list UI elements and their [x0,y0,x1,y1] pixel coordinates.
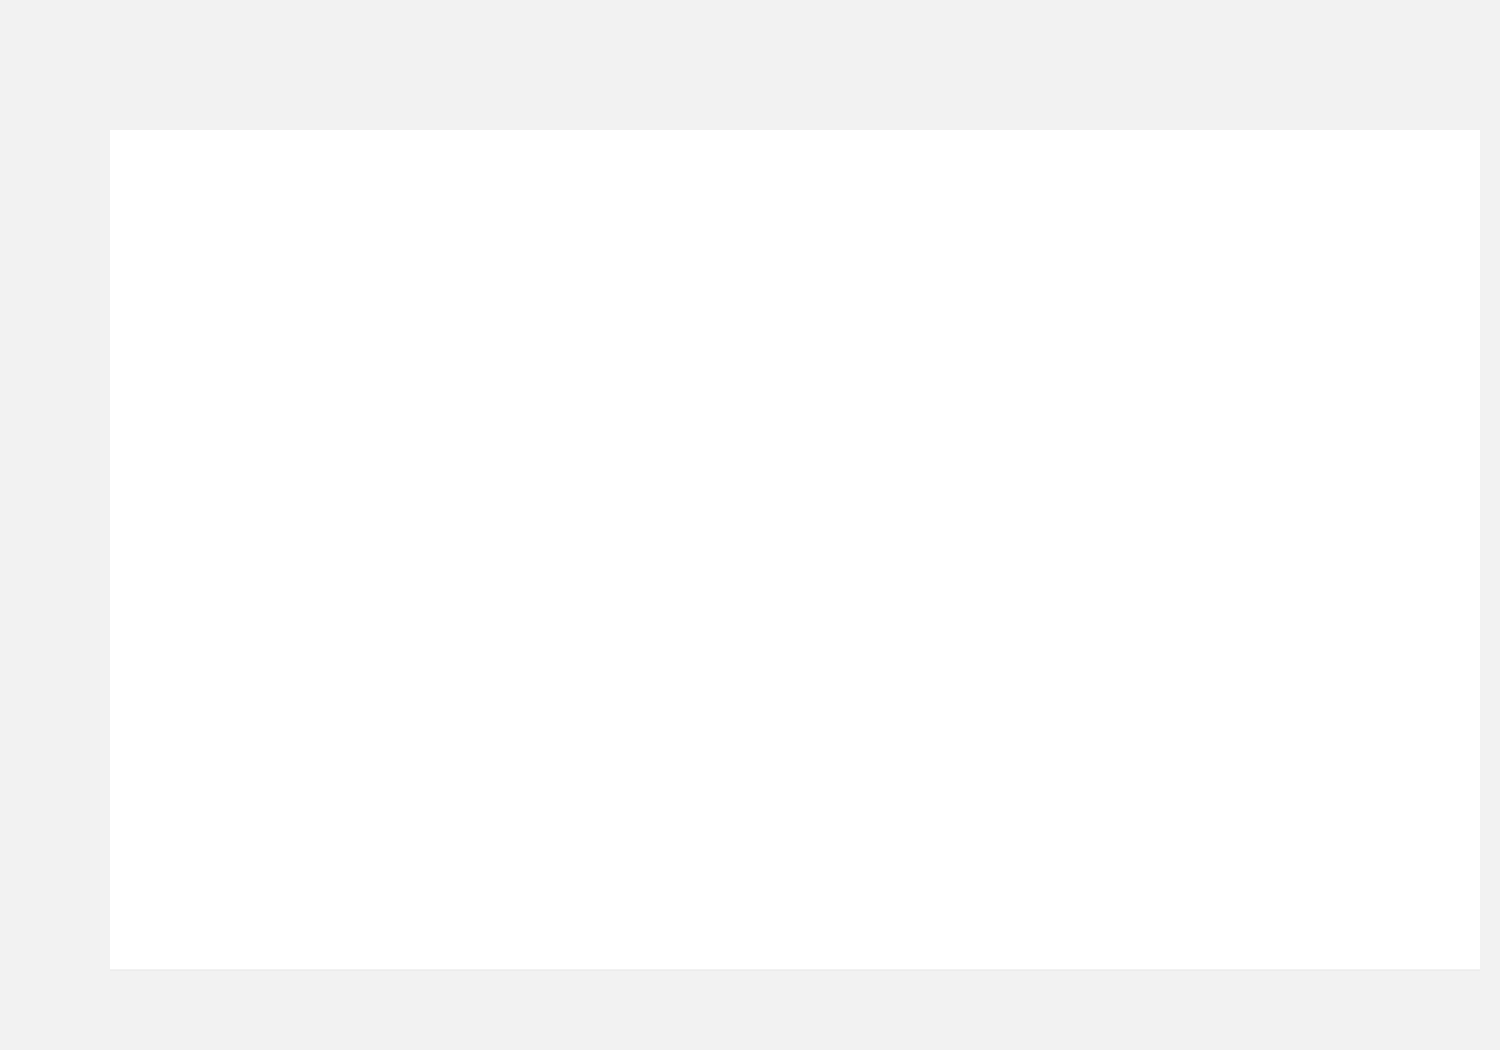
chart-svg [0,0,1500,1050]
temperature-chart [0,0,1500,1050]
plot-area [110,130,1480,970]
